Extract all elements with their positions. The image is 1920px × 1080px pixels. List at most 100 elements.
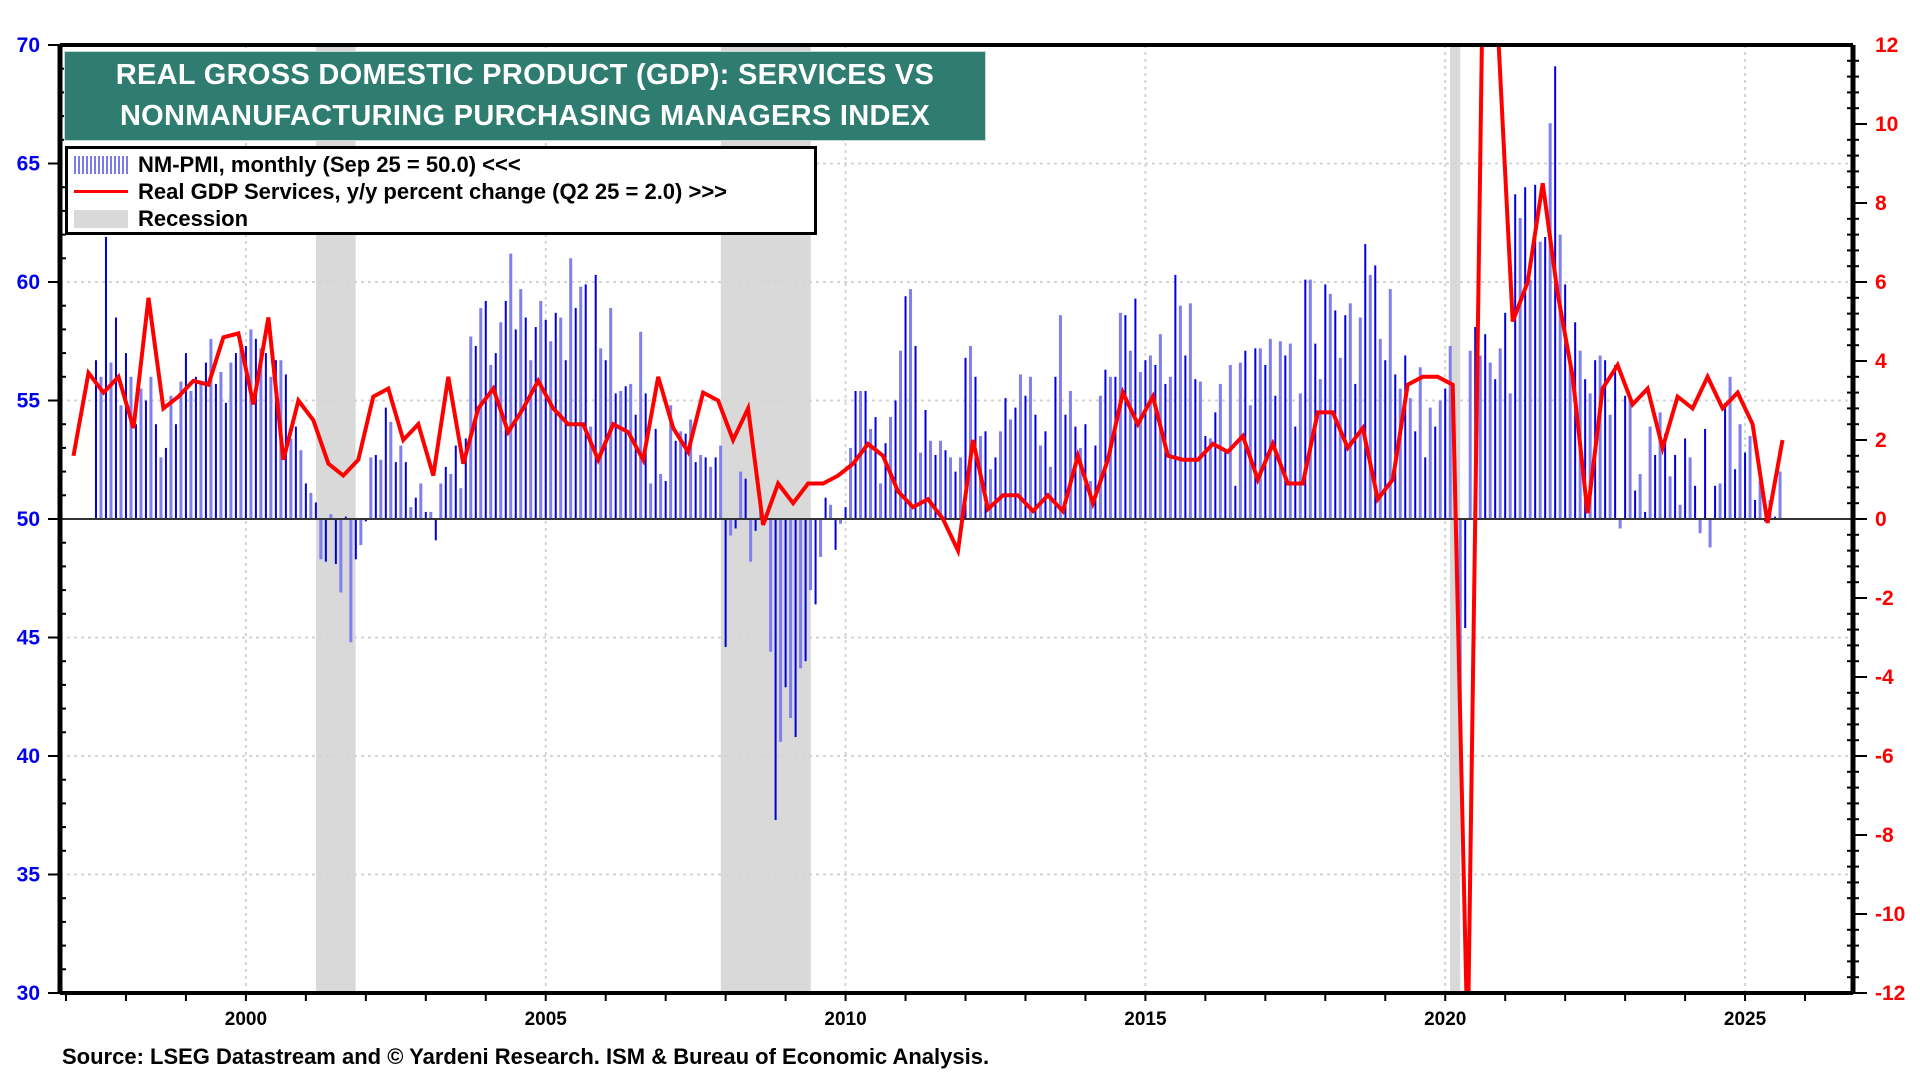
pmi-bar xyxy=(244,345,247,519)
pmi-bar xyxy=(479,308,483,519)
pmi-bar xyxy=(639,331,643,519)
pmi-bar xyxy=(674,440,677,519)
pmi-bar xyxy=(784,519,787,688)
pmi-bar xyxy=(1064,414,1067,519)
pmi-bar xyxy=(1704,428,1707,519)
pmi-bar xyxy=(174,424,177,519)
pmi-bar xyxy=(909,289,913,519)
pmi-bar xyxy=(224,402,227,519)
pmi-bar xyxy=(804,519,807,662)
pmi-bar xyxy=(1288,343,1292,519)
pmi-bar xyxy=(1598,355,1602,519)
pmi-bar xyxy=(489,364,493,519)
legend-item-recession: Recession xyxy=(74,205,814,232)
pmi-bar xyxy=(1458,519,1462,714)
pmi-bar xyxy=(1328,293,1332,519)
pmi-bar xyxy=(1468,350,1472,519)
source-note: Source: LSEG Datastream and © Yardeni Re… xyxy=(62,1044,990,1069)
x-tick-label: 2015 xyxy=(1124,1009,1167,1030)
pmi-bars xyxy=(94,66,1782,820)
pmi-bar xyxy=(1764,519,1767,522)
pmi-bar xyxy=(1014,407,1017,519)
pmi-bar xyxy=(1374,265,1377,519)
pmi-bar xyxy=(1018,374,1022,519)
pmi-bar xyxy=(364,519,367,522)
pmi-bar xyxy=(1574,322,1577,519)
y-axis-left: 30 35 40 45 50 55 60 65 70 xyxy=(17,34,66,1005)
pmi-bar xyxy=(1294,426,1297,519)
pmi-bar xyxy=(294,426,297,519)
pmi-bar xyxy=(1184,355,1187,519)
pmi-bar xyxy=(424,511,427,519)
pmi-bar xyxy=(569,258,573,519)
pmi-bar xyxy=(1154,364,1157,519)
pmi-bar xyxy=(1478,355,1482,519)
pmi-bar xyxy=(199,381,203,519)
pmi-bar xyxy=(958,457,962,519)
pmi-bar xyxy=(1204,436,1207,519)
pmi-bar xyxy=(714,457,717,519)
y-right-tick-label: 12 xyxy=(1875,34,1898,57)
pmi-bar xyxy=(779,519,783,742)
pmi-bar xyxy=(884,443,887,519)
pmi-bar xyxy=(1514,194,1517,519)
pmi-bar xyxy=(129,376,133,519)
pmi-bar xyxy=(339,519,343,593)
y-right-tick-label: -2 xyxy=(1875,587,1894,610)
pmi-bar xyxy=(384,407,387,519)
pmi-bar xyxy=(369,457,373,519)
pmi-bar xyxy=(794,519,797,738)
y-left-tick-label: 50 xyxy=(17,508,40,531)
pmi-bar xyxy=(1688,457,1692,519)
chart-title-line-2: NONMANUFACTURING PURCHASING MANAGERS IND… xyxy=(119,100,931,132)
pmi-bar xyxy=(194,376,197,519)
pmi-bar xyxy=(539,300,543,519)
pmi-bar xyxy=(1024,395,1027,519)
pmi-bar xyxy=(1744,452,1747,519)
pmi-bar xyxy=(1044,431,1047,519)
pmi-bar xyxy=(529,360,533,519)
pmi-bar xyxy=(1724,402,1727,519)
pmi-bar xyxy=(1004,398,1007,519)
pmi-bar xyxy=(474,345,477,519)
pmi-bar xyxy=(824,497,827,519)
pmi-bar xyxy=(749,519,753,562)
legend-label-gdp: Real GDP Services, y/y percent change (Q… xyxy=(138,178,728,204)
pmi-bar xyxy=(449,473,453,519)
pmi-bar xyxy=(1174,274,1177,519)
pmi-bar xyxy=(919,452,923,519)
pmi-bar xyxy=(1654,455,1657,519)
x-tick-label: 2020 xyxy=(1424,1009,1466,1030)
pmi-bar xyxy=(1498,348,1502,519)
pmi-bar xyxy=(1194,379,1197,519)
pmi-bar xyxy=(1414,431,1417,519)
line-swatch-icon xyxy=(74,183,128,201)
pmi-bar xyxy=(774,519,777,820)
pmi-bar xyxy=(1344,315,1347,519)
pmi-bar xyxy=(1658,412,1662,519)
pmi-bar xyxy=(494,353,497,519)
y-right-tick-label: -8 xyxy=(1875,824,1894,847)
pmi-bar xyxy=(1448,345,1452,519)
y-right-tick-label: 0 xyxy=(1875,508,1887,531)
pmi-bar xyxy=(584,284,587,519)
chart-title-box: REAL GROSS DOMESTIC PRODUCT (GDP): SERVI… xyxy=(64,51,986,141)
pmi-bar xyxy=(1268,338,1272,519)
pmi-bar xyxy=(349,519,353,643)
pmi-bar xyxy=(649,483,653,519)
pmi-bar xyxy=(1098,395,1102,519)
pmi-bar xyxy=(149,376,153,519)
pmi-bar xyxy=(1438,400,1442,519)
pmi-bar xyxy=(1408,398,1412,519)
x-tick-label: 2000 xyxy=(225,1009,267,1030)
pmi-bar xyxy=(334,519,337,565)
pmi-bar xyxy=(1544,236,1547,519)
pmi-bar xyxy=(899,350,903,519)
pmi-bar xyxy=(289,438,293,519)
pmi-bar xyxy=(599,348,603,519)
pmi-bar xyxy=(1218,383,1222,519)
pmi-bar xyxy=(1738,424,1742,519)
pmi-bar xyxy=(1718,483,1722,519)
y-right-tick-label: -4 xyxy=(1875,666,1894,689)
pmi-bar xyxy=(249,329,253,519)
